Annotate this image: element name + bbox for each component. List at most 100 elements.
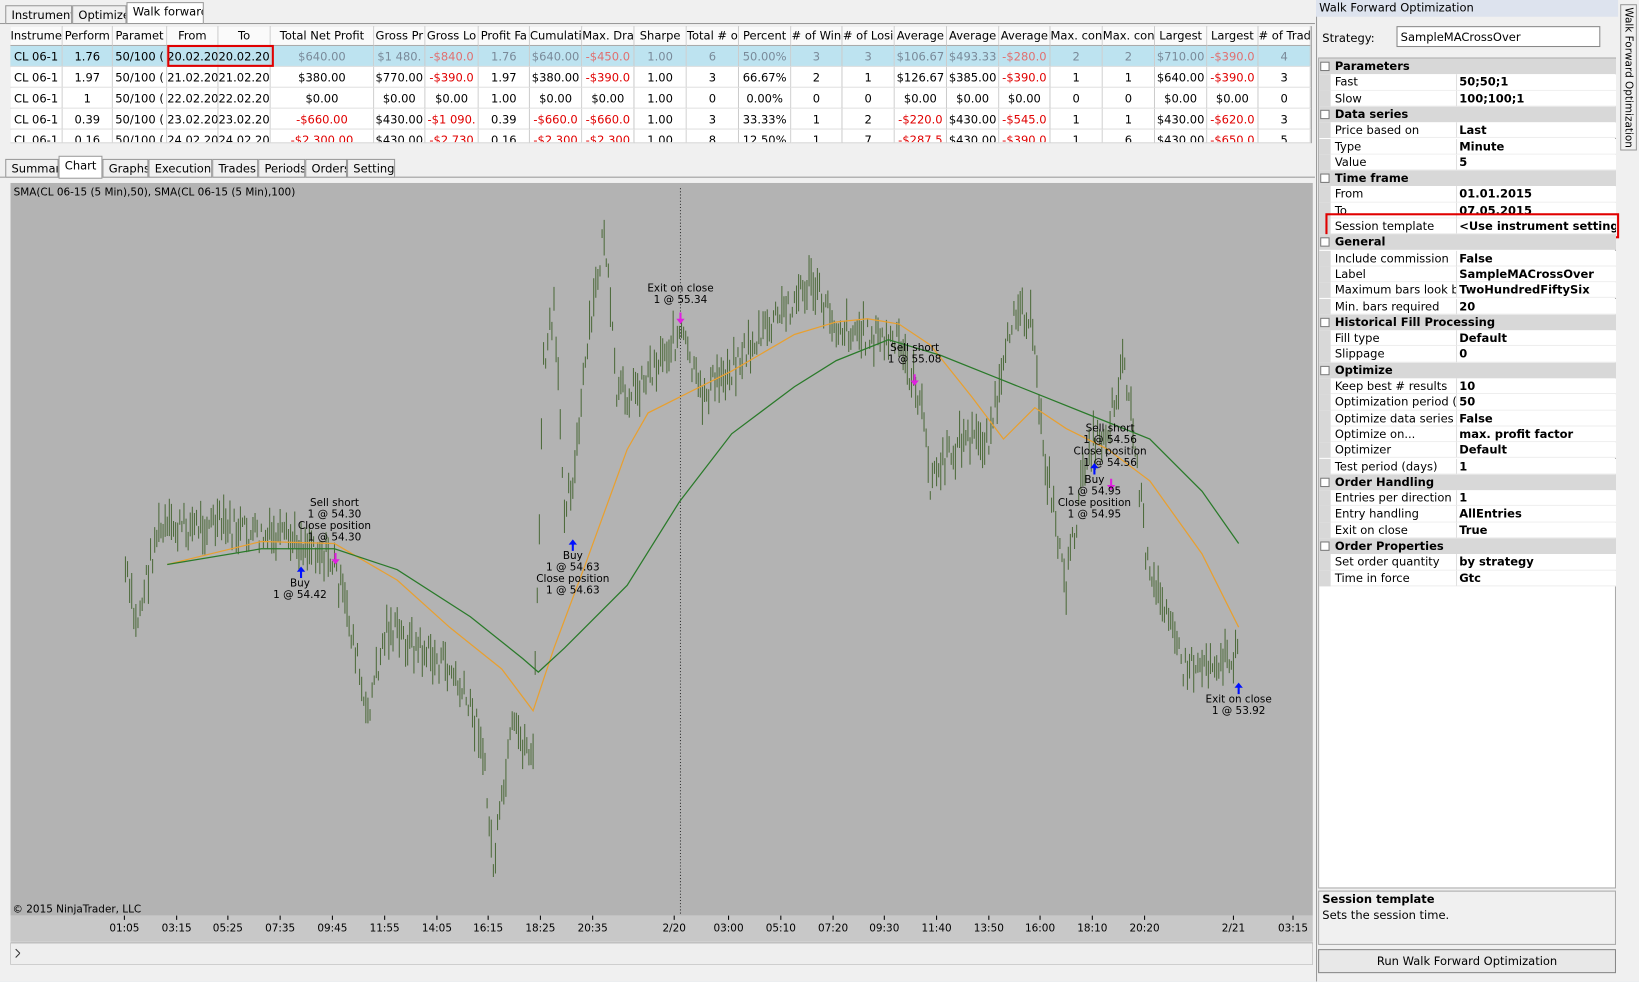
table-cell[interactable]: -$390.0	[999, 129, 1051, 144]
table-cell[interactable]: $710.00	[1155, 45, 1208, 67]
table-cell[interactable]: 0.39	[62, 108, 113, 130]
property-value[interactable]: <Use instrument settings>	[1457, 218, 1617, 235]
property-name[interactable]: Test period (days)	[1330, 458, 1458, 475]
table-cell[interactable]: 66.67%	[739, 66, 792, 88]
section-header[interactable]: Order Properties	[1319, 538, 1617, 554]
table-cell[interactable]: 24.02.20	[218, 129, 271, 144]
table-cell[interactable]: $0.00	[999, 87, 1051, 109]
table-cell[interactable]: 5	[1258, 129, 1311, 144]
property-name[interactable]: From	[1330, 186, 1458, 203]
table-cell[interactable]: $0.00	[529, 87, 583, 109]
top-tab[interactable]: Optimizer	[72, 5, 127, 25]
property-name[interactable]: Fast	[1330, 74, 1458, 91]
table-cell[interactable]: $0.00	[1207, 87, 1259, 109]
table-cell[interactable]: 1.00	[634, 66, 687, 88]
property-value[interactable]: Last	[1457, 122, 1617, 139]
table-cell[interactable]: -$2 300	[529, 129, 583, 144]
table-cell[interactable]: 0	[1050, 87, 1103, 109]
property-name[interactable]: Keep best # results	[1330, 378, 1458, 395]
table-cell[interactable]: 2	[791, 66, 843, 88]
chart-tab[interactable]: Orders	[305, 158, 348, 178]
table-cell[interactable]: 0.00%	[739, 87, 792, 109]
table-cell[interactable]: 0	[1258, 87, 1311, 109]
table-cell[interactable]: 1.00	[634, 87, 687, 109]
property-name[interactable]: Include commission	[1330, 250, 1458, 267]
table-cell[interactable]: $430.00	[1155, 129, 1208, 144]
table-cell[interactable]: 8	[686, 129, 740, 144]
table-cell[interactable]: 3	[791, 45, 843, 67]
table-cell[interactable]: -$2 730	[425, 129, 479, 144]
table-cell[interactable]: 1	[1050, 66, 1103, 88]
table-cell[interactable]: 1	[791, 129, 843, 144]
table-cell[interactable]: -$280.0	[999, 45, 1051, 67]
table-cell[interactable]: 2	[1102, 45, 1156, 67]
property-name[interactable]: Optimize data series	[1330, 410, 1458, 427]
table-cell[interactable]: $430.00	[947, 129, 1000, 144]
table-cell[interactable]: 50/100 (	[112, 87, 168, 109]
property-name[interactable]: Slippage	[1330, 346, 1458, 363]
property-value[interactable]: SampleMACrossOver	[1457, 266, 1617, 283]
property-name[interactable]: Type	[1330, 138, 1458, 155]
table-cell[interactable]: $1 480.	[374, 45, 426, 67]
table-cell[interactable]: $770.00	[374, 66, 426, 88]
property-name[interactable]: Optimization period (day	[1330, 394, 1458, 411]
table-cell[interactable]: 50/100 (	[112, 129, 168, 144]
table-cell[interactable]: -$545.0	[999, 108, 1051, 130]
table-cell[interactable]: -$390.0	[999, 66, 1051, 88]
chart-tab[interactable]: Trades	[212, 158, 259, 178]
table-cell[interactable]: $430.00	[374, 129, 426, 144]
table-cell[interactable]: 3	[842, 45, 895, 67]
table-cell[interactable]: 1.97	[478, 66, 530, 88]
table-cell[interactable]: $0.00	[374, 87, 426, 109]
table-cell[interactable]: 1.00	[634, 45, 687, 67]
property-name[interactable]: Maximum bars look bac	[1330, 282, 1458, 299]
table-cell[interactable]: 2	[1050, 45, 1103, 67]
table-cell[interactable]: 0	[791, 87, 843, 109]
table-cell[interactable]: 23.02.20	[167, 108, 219, 130]
table-cell[interactable]: $106.67	[894, 45, 948, 67]
table-cell[interactable]: 50/100 (	[112, 45, 168, 67]
table-cell[interactable]: $430.00	[374, 108, 426, 130]
table-cell[interactable]: $380.00	[529, 66, 583, 88]
section-header[interactable]: Time frame	[1319, 170, 1617, 187]
chart-tab[interactable]: Executions	[148, 158, 213, 178]
table-cell[interactable]: -$390.0	[582, 66, 635, 88]
table-cell[interactable]: CL 06-1	[10, 108, 63, 130]
table-cell[interactable]: 1	[62, 87, 113, 109]
section-header[interactable]: Order Handling	[1319, 474, 1617, 491]
table-cell[interactable]: -$660.00	[270, 108, 375, 130]
section-header[interactable]: Optimize	[1319, 362, 1617, 379]
table-cell[interactable]: -$287.5	[894, 129, 948, 144]
section-header[interactable]: General	[1319, 234, 1617, 251]
table-cell[interactable]: $430.00	[947, 108, 1000, 130]
property-value[interactable]: 50	[1457, 394, 1617, 411]
table-cell[interactable]: 1	[1102, 66, 1156, 88]
table-cell[interactable]: CL 06-1	[10, 129, 63, 144]
table-cell[interactable]: 1.97	[62, 66, 113, 88]
property-value[interactable]: 5	[1457, 154, 1617, 171]
table-cell[interactable]: -$390.0	[425, 66, 479, 88]
table-cell[interactable]: 12.50%	[739, 129, 792, 144]
table-cell[interactable]: 50/100 (	[112, 66, 168, 88]
property-name[interactable]: Entries per direction	[1330, 490, 1458, 507]
property-value[interactable]: 1	[1457, 458, 1617, 475]
table-cell[interactable]: 4	[1258, 45, 1311, 67]
section-header[interactable]: Parameters	[1319, 58, 1617, 75]
table-cell[interactable]: 1.76	[478, 45, 530, 67]
table-cell[interactable]: $0.00	[425, 87, 479, 109]
table-cell[interactable]: 33.33%	[739, 108, 792, 130]
property-value[interactable]: AllEntries	[1457, 506, 1617, 523]
table-cell[interactable]: 0.39	[478, 108, 530, 130]
table-cell[interactable]: 1	[1102, 108, 1156, 130]
property-value[interactable]: 20	[1457, 298, 1617, 315]
property-value[interactable]: Default	[1457, 330, 1617, 347]
table-cell[interactable]: 23.02.20	[218, 108, 271, 130]
property-name[interactable]: Session template	[1330, 218, 1458, 235]
property-value[interactable]: by strategy	[1457, 554, 1617, 571]
property-name[interactable]: Exit on close	[1330, 522, 1458, 539]
table-cell[interactable]: $493.33	[947, 45, 1000, 67]
table-cell[interactable]: 0.16	[62, 129, 113, 144]
table-cell[interactable]: 50/100 (	[112, 108, 168, 130]
table-cell[interactable]: $640.00	[529, 45, 583, 67]
table-cell[interactable]: 50.00%	[739, 45, 792, 67]
